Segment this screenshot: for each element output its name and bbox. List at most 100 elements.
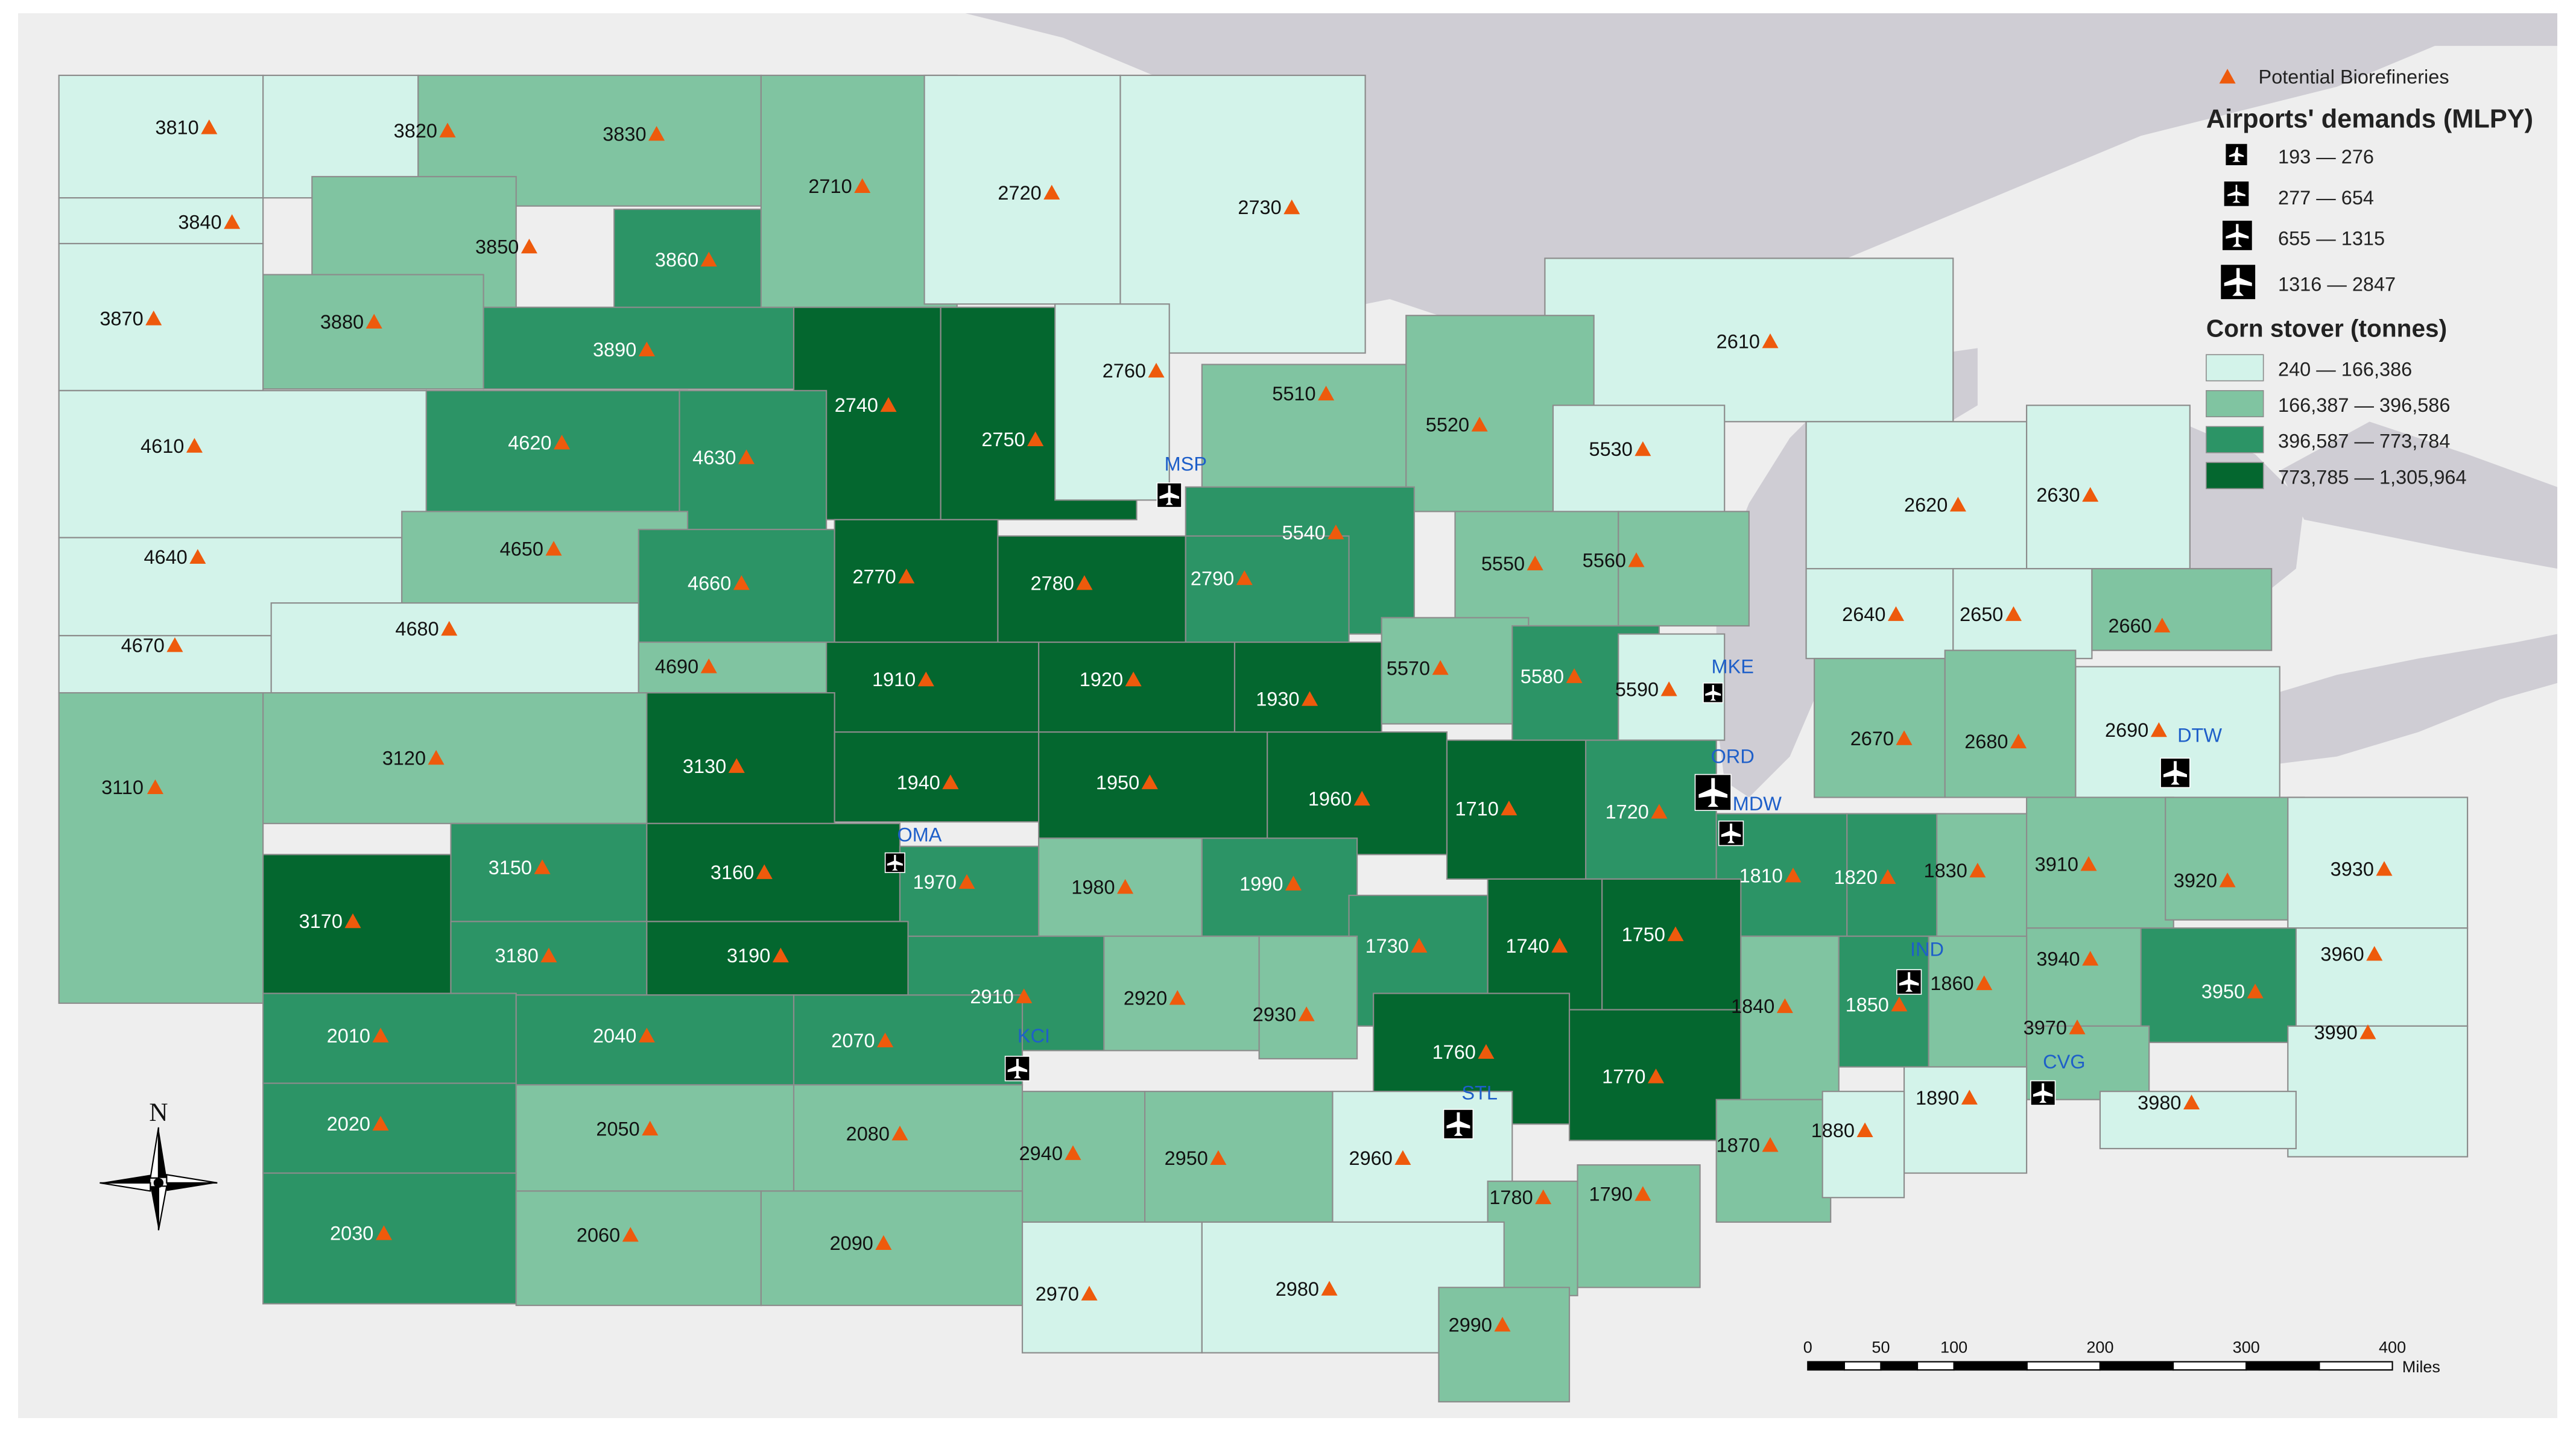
district-label: 2060	[577, 1224, 620, 1246]
district-label: 1880	[1811, 1120, 1855, 1141]
scale-segment	[1880, 1361, 1919, 1371]
legend-airport-class-3: 655 — 1315	[2222, 221, 2385, 250]
district-label: 5560	[1583, 549, 1626, 571]
biorefinery-triangle	[877, 1032, 894, 1047]
district-label: 2920	[1124, 988, 1167, 1009]
district-label: 1830	[1924, 860, 1967, 882]
biorefinery-triangle	[2183, 1094, 2200, 1109]
biorefinery-triangle	[1285, 875, 1302, 891]
biorefinery-triangle	[1283, 199, 1300, 215]
district-cell	[58, 390, 427, 538]
district-label: 2050	[596, 1118, 639, 1140]
biorefinery-triangle	[1353, 790, 1370, 806]
district-cell	[515, 1190, 762, 1307]
district-label: 2930	[1253, 1004, 1296, 1026]
biorefinery-triangle	[1298, 1006, 1315, 1021]
district-cell	[1821, 1091, 1905, 1199]
biorefinery-triangle	[147, 779, 163, 795]
legend-stover-swatch-2	[2206, 390, 2264, 418]
district-cell	[58, 635, 272, 694]
scale-segment	[1916, 1361, 1955, 1371]
district-label: 2010	[327, 1025, 370, 1047]
district-label: 1810	[1739, 865, 1783, 886]
district-label: 2960	[1349, 1147, 1393, 1169]
district-label: 2630	[2036, 484, 2080, 506]
district-label: 1760	[1432, 1041, 1476, 1063]
district-label: 3190	[727, 945, 770, 967]
biorefinery-triangle	[638, 1027, 655, 1042]
biorefinery-triangle	[1141, 774, 1158, 789]
legend-stover-swatch-4	[2206, 462, 2264, 490]
biorefinery-triangle	[540, 947, 557, 963]
biorefinery-triangle	[700, 251, 717, 266]
legend-stover-swatch-1	[2206, 354, 2264, 382]
district-label: 1930	[1256, 689, 1299, 710]
airport-code-label: OMA	[897, 824, 941, 846]
district-label: 1770	[1602, 1066, 1645, 1088]
biorefinery-triangle	[1076, 575, 1093, 590]
biorefinery-triangle	[1411, 938, 1428, 953]
compass-center	[153, 1178, 163, 1188]
biorefinery-triangle	[1647, 1068, 1665, 1083]
district-cell	[2287, 927, 2469, 1027]
map-frame: 3810 3820 3830 3840 3850 3860 3870 3880 3890 2710…	[18, 13, 2557, 1418]
biorefinery-triangle	[772, 947, 789, 963]
district-cell	[2075, 666, 2280, 815]
district-cell	[515, 994, 795, 1086]
district-cell	[1944, 649, 2077, 798]
district-label: 2040	[593, 1025, 636, 1047]
district-label: 1750	[1622, 924, 1665, 945]
biorefinery-triangle	[1148, 362, 1165, 378]
scale-tick-label: 400	[2379, 1338, 2406, 1357]
scale-segment	[2099, 1361, 2174, 1371]
district-label: 3810	[155, 116, 198, 138]
biorefinery-triangle	[2005, 606, 2022, 621]
biorefinery-triangle	[1660, 681, 1677, 696]
legend-airport-label-2: 277 — 654	[2278, 187, 2374, 209]
biorefinery-triangle	[375, 1225, 392, 1240]
district-label: 2760	[1103, 360, 1146, 382]
airport-code-label: IND	[1910, 938, 1944, 960]
scale-tick-label: 100	[1940, 1338, 1967, 1357]
district-cell	[1021, 1221, 1203, 1354]
district-label: 4650	[500, 538, 543, 560]
biorefinery-triangle	[2219, 872, 2236, 888]
biorefinery-triangle	[534, 859, 551, 874]
district-cell	[425, 390, 689, 531]
district-label: 4640	[144, 546, 187, 568]
district-label: 4610	[141, 435, 184, 457]
legend-stover-label-2: 166,387 — 396,586	[2278, 394, 2450, 416]
district-label: 1840	[1731, 995, 1774, 1017]
biorefinery-triangle	[1651, 804, 1668, 819]
scale-segment	[2026, 1361, 2101, 1371]
biorefinery-triangle	[1027, 431, 1044, 446]
legend-airports-title: Airports' demands (MLPY)	[2206, 105, 2533, 134]
district-label: 2980	[1276, 1278, 1319, 1300]
district-cell	[1814, 658, 1946, 798]
district-labels: 3810 3820 3830 3840 3850 3860 3870 3880 3890 2710…	[100, 116, 2393, 1336]
biorefinery-triangle	[366, 314, 382, 329]
biorefinery-triangle	[554, 435, 571, 450]
district-label: 3850	[475, 236, 519, 257]
district-label: 1920	[1080, 669, 1123, 690]
airport-code-label: MSP	[1165, 453, 1207, 475]
district-cell	[1577, 1164, 1701, 1288]
district-cell	[262, 274, 484, 390]
district-cell	[646, 822, 901, 922]
district-label: 2910	[970, 986, 1013, 1008]
biorefinery-triangle	[1501, 800, 1517, 816]
district-label: 2660	[2108, 615, 2151, 637]
district-label: 2090	[830, 1232, 873, 1254]
biorefinery-triangle	[1566, 668, 1583, 683]
biorefinery-triangle	[2359, 1024, 2376, 1039]
district-cell	[1233, 641, 1382, 733]
biorefinery-triangle	[1776, 998, 1793, 1014]
legend-airport-label-1: 193 — 276	[2278, 146, 2374, 168]
district-label: 2970	[1036, 1283, 1079, 1305]
district-label: 2620	[1904, 494, 1948, 516]
biorefinery-triangle	[1432, 660, 1449, 675]
scale-tick-label: 50	[1872, 1338, 1890, 1357]
district-label: 3820	[394, 120, 437, 142]
district-cell	[1805, 568, 1954, 660]
